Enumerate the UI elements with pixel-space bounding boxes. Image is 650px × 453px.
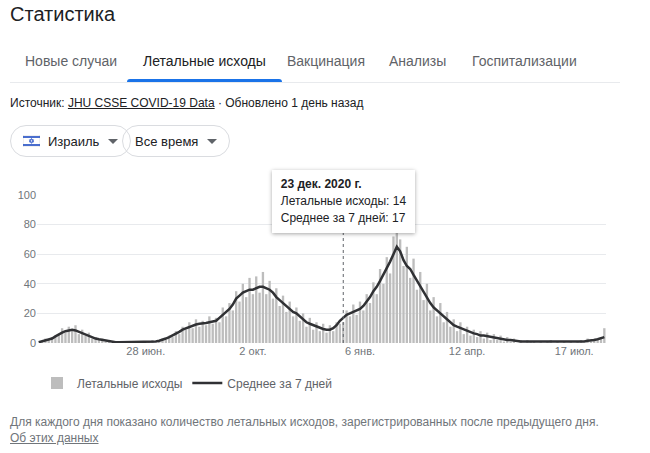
html-text:Анализы: Анализы	[389, 53, 447, 69]
svg-text:17 июл.: 17 июл.	[555, 345, 594, 357]
html-text:Летальные исходы: Летальные исходы	[143, 53, 266, 69]
html-text:Статистика: Статистика	[10, 3, 115, 25]
html-text:Новые случаи: Новые случаи	[25, 53, 118, 69]
html-text:Для каждого дня показано колич: Для каждого дня показано количество лета…	[10, 415, 599, 429]
svg-text:Среднее за 7 дней: Среднее за 7 дней	[227, 377, 332, 391]
html-text:Летальные исходы: 14: Летальные исходы: 14	[280, 194, 407, 208]
svg-text:12 апр.: 12 апр.	[449, 345, 486, 357]
svg-text:0: 0	[30, 337, 36, 349]
html-text:23 дек. 2020 г.: 23 дек. 2020 г.	[280, 177, 362, 191]
html-text:Все время: Все время	[135, 133, 199, 149]
svg-text:60: 60	[24, 248, 36, 260]
html-text:Об этих данных: Об этих данных	[10, 431, 99, 445]
html-text:Вакцинация: Вакцинация	[287, 53, 365, 69]
svg-text:28 июн.: 28 июн.	[126, 345, 165, 357]
svg-text:20: 20	[24, 307, 36, 319]
svg-text:80: 80	[24, 218, 36, 230]
html-text:Среднее за 7 дней: 17: Среднее за 7 дней: 17	[280, 211, 406, 225]
svg-text:40: 40	[24, 278, 36, 290]
svg-text:6 янв.: 6 янв.	[345, 345, 375, 357]
svg-text:2 окт.: 2 окт.	[239, 345, 266, 357]
html-text:Израиль: Израиль	[48, 133, 100, 149]
svg-text:Летальные исходы: Летальные исходы	[77, 377, 182, 391]
html-text:Госпитализации: Госпитализации	[472, 53, 577, 69]
html-text:Источник: JHU CSSE COVID-19 Da: Источник: JHU CSSE COVID-19 Data · Обнов…	[10, 96, 364, 110]
svg-text:100: 100	[18, 189, 36, 201]
